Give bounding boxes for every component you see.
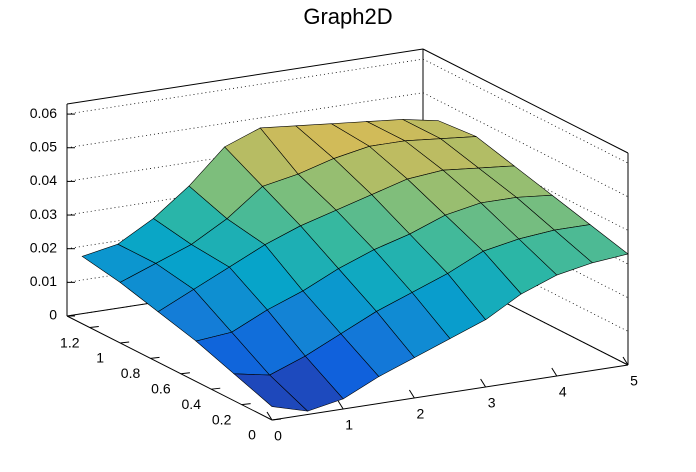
y-tick-label: 0 [248,427,256,443]
x-tick-label: 4 [559,384,567,400]
x-tick-label: 5 [630,373,638,389]
y-tick [271,418,282,421]
x-tick [408,389,415,399]
grid-line [66,58,424,115]
y-tick [211,387,221,390]
box-edge [66,48,424,105]
x-tick [480,378,487,388]
y-tick [89,326,99,329]
x-tick-label: 2 [417,406,425,422]
z-tick-label: 0.01 [30,273,57,289]
z-tick-label: 0.04 [30,172,57,188]
x-tick-label: 0 [274,428,282,444]
z-tick-label: 0.06 [30,105,57,121]
y-tick-label: 0.8 [121,365,141,381]
grid-line [66,92,424,149]
box-edge [422,48,629,154]
z-tick-label: 0.02 [30,239,57,255]
x-tick [266,411,273,421]
y-tick [120,341,130,344]
y-tick-label: 0.4 [182,396,202,412]
y-tick [150,356,160,359]
y-tick-label: 1.2 [60,334,80,350]
z-tick-label: 0 [49,307,57,323]
z-tick-label: 0.03 [30,206,57,222]
y-tick-label: 1 [96,350,104,366]
y-tick-label: 0.6 [151,380,171,396]
z-tick-label: 0.05 [30,138,57,154]
y-tick [180,372,190,375]
x-tick-label: 3 [488,395,496,411]
x-tick-label: 1 [345,417,353,433]
x-tick [337,400,344,410]
chart-title: Graph2D [303,4,392,29]
surface-cell [233,373,309,412]
box-edge [271,364,629,421]
y-tick-label: 0.2 [212,411,232,427]
x-tick [551,367,558,377]
y-tick [241,403,251,406]
box-edge [66,315,273,421]
x-tick [622,356,629,366]
